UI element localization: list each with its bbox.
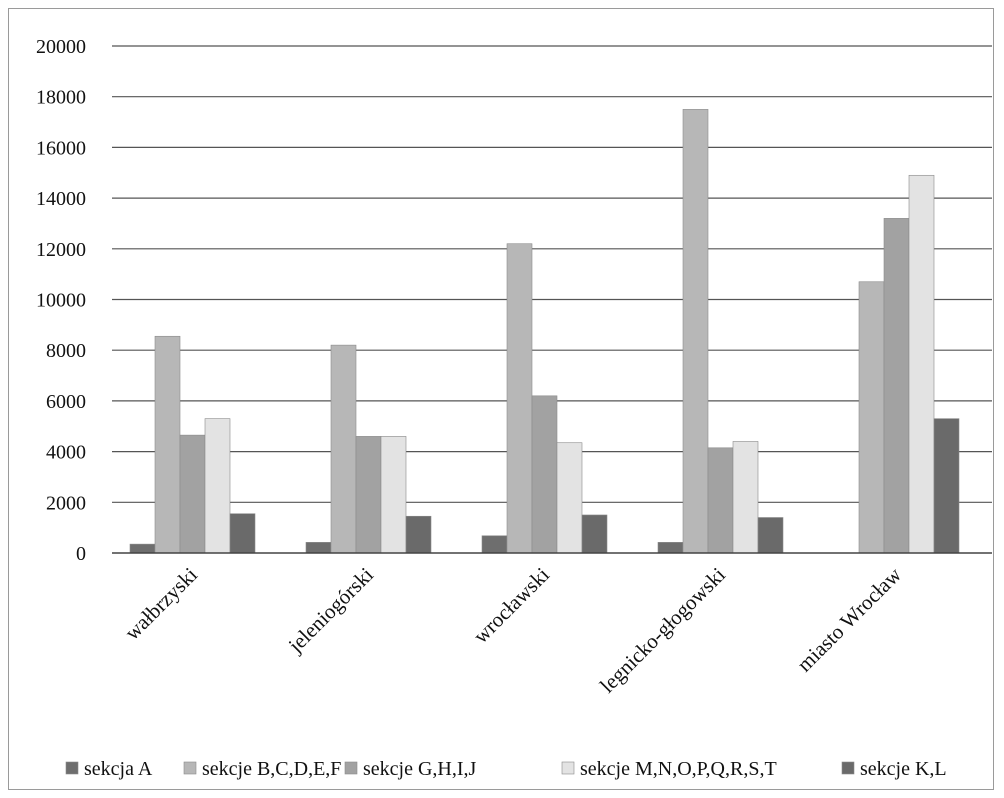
bar-3-4 (707, 447, 734, 554)
legend-label: sekcje G,H,I,J (363, 758, 477, 780)
y-tick-label: 16000 (36, 137, 86, 159)
legend-swatch (65, 761, 79, 775)
y-tick-label: 8000 (46, 340, 86, 362)
x-tick-label: wałbrzyski (120, 562, 202, 644)
legend-label: sekcje M,N,O,P,Q,R,S,T (580, 758, 777, 780)
bar-5-2 (405, 515, 432, 554)
legend-swatch (344, 761, 358, 775)
bar-2-4 (682, 109, 709, 554)
x-tick-label: jeleniogórski (283, 562, 378, 657)
bar-4-3 (556, 442, 583, 554)
bar-1-1 (129, 543, 156, 554)
y-tick-label: 4000 (46, 442, 86, 464)
bar-5-3 (581, 514, 608, 554)
y-tick-label: 12000 (36, 239, 86, 261)
legend-label: sekcje K,L (860, 758, 947, 780)
legend-swatch (561, 761, 575, 775)
bar-2-1 (154, 335, 181, 554)
bar-3-3 (531, 395, 558, 554)
bar-4-5 (908, 174, 935, 554)
bar-4-2 (380, 436, 407, 554)
x-tick-label: legnicko-głogowski (595, 562, 730, 697)
y-tick-label: 0 (76, 543, 86, 565)
legend-swatch (841, 761, 855, 775)
bar-2-3 (506, 243, 533, 554)
bar-5-5 (933, 418, 960, 554)
bar-5-1 (229, 513, 256, 554)
y-tick-label: 6000 (46, 391, 86, 413)
y-tick-label: 14000 (36, 188, 86, 210)
legend: sekcja A sekcje B,C,D,E,F sekcje G,H,I,J se… (65, 758, 947, 780)
y-tick-label: 20000 (36, 36, 86, 58)
y-tick-label: 10000 (36, 290, 86, 312)
bar-3-5 (883, 218, 910, 554)
bar-2-5 (858, 281, 885, 554)
y-tick-label: 2000 (46, 492, 86, 514)
bar-3-1 (179, 434, 206, 554)
bar-2-2 (330, 344, 357, 554)
x-tick-label: wrocławski (469, 562, 555, 648)
bar-1-3 (481, 535, 508, 554)
bar-1-2 (305, 542, 332, 554)
y-axis-ticks: 0 2000 4000 6000 8000 10000 12000 14000 16000 180… (36, 36, 86, 565)
x-axis-labels: wałbrzyski jeleniogórski wrocławski legnick… (120, 562, 907, 698)
bar-5-4 (757, 517, 784, 554)
bars (129, 109, 960, 554)
legend-label: sekcje B,C,D,E,F (202, 758, 341, 780)
x-tick-label: miasto Wrocław (792, 562, 906, 676)
legend-swatch (183, 761, 197, 775)
bar-1-4 (657, 542, 684, 554)
bar-4-4 (732, 441, 759, 554)
y-tick-label: 18000 (36, 87, 86, 109)
gridlines (112, 45, 992, 503)
bar-3-2 (355, 436, 382, 554)
legend-label: sekcja A (84, 758, 153, 780)
bar-4-1 (204, 418, 231, 554)
